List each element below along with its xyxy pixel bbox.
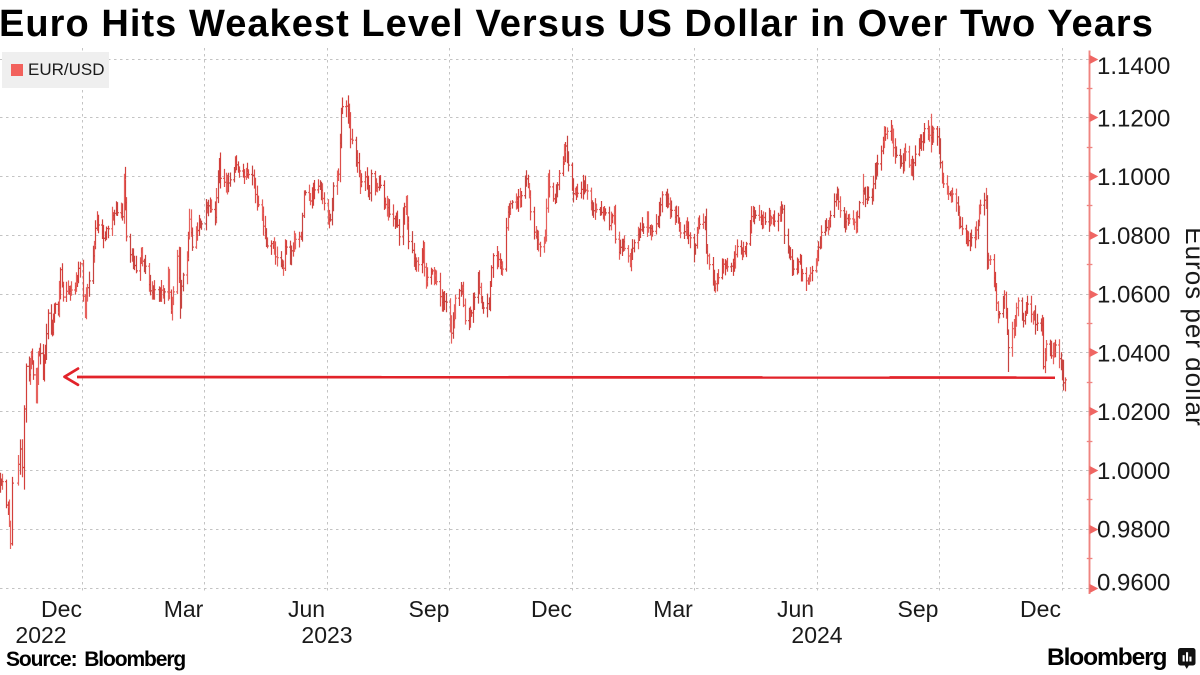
- svg-text:Dec: Dec: [41, 596, 82, 622]
- svg-text:0.9800: 0.9800: [1097, 517, 1170, 544]
- svg-text:1.0600: 1.0600: [1097, 282, 1170, 309]
- svg-text:1.1400: 1.1400: [1097, 53, 1170, 80]
- svg-text:1.1200: 1.1200: [1097, 105, 1170, 132]
- svg-text:Mar: Mar: [653, 596, 693, 622]
- svg-text:2023: 2023: [301, 622, 352, 648]
- svg-text:Jun: Jun: [288, 596, 325, 622]
- svg-text:Jun: Jun: [777, 596, 814, 622]
- svg-text:2024: 2024: [791, 622, 842, 648]
- svg-text:1.0400: 1.0400: [1097, 340, 1170, 367]
- svg-text:2022: 2022: [15, 622, 66, 648]
- svg-text:Sep: Sep: [409, 596, 450, 622]
- svg-text:1.0200: 1.0200: [1097, 399, 1170, 426]
- svg-text:Dec: Dec: [531, 596, 572, 622]
- svg-text:Sep: Sep: [898, 596, 939, 622]
- svg-text:Euros per dollar: Euros per dollar: [1180, 227, 1200, 427]
- svg-text:Mar: Mar: [164, 596, 204, 622]
- svg-text:1.0800: 1.0800: [1097, 223, 1170, 250]
- svg-text:Dec: Dec: [1020, 596, 1061, 622]
- svg-text:1.0000: 1.0000: [1097, 458, 1170, 485]
- svg-text:1.1000: 1.1000: [1097, 164, 1170, 191]
- svg-text:0.9600: 0.9600: [1097, 570, 1170, 597]
